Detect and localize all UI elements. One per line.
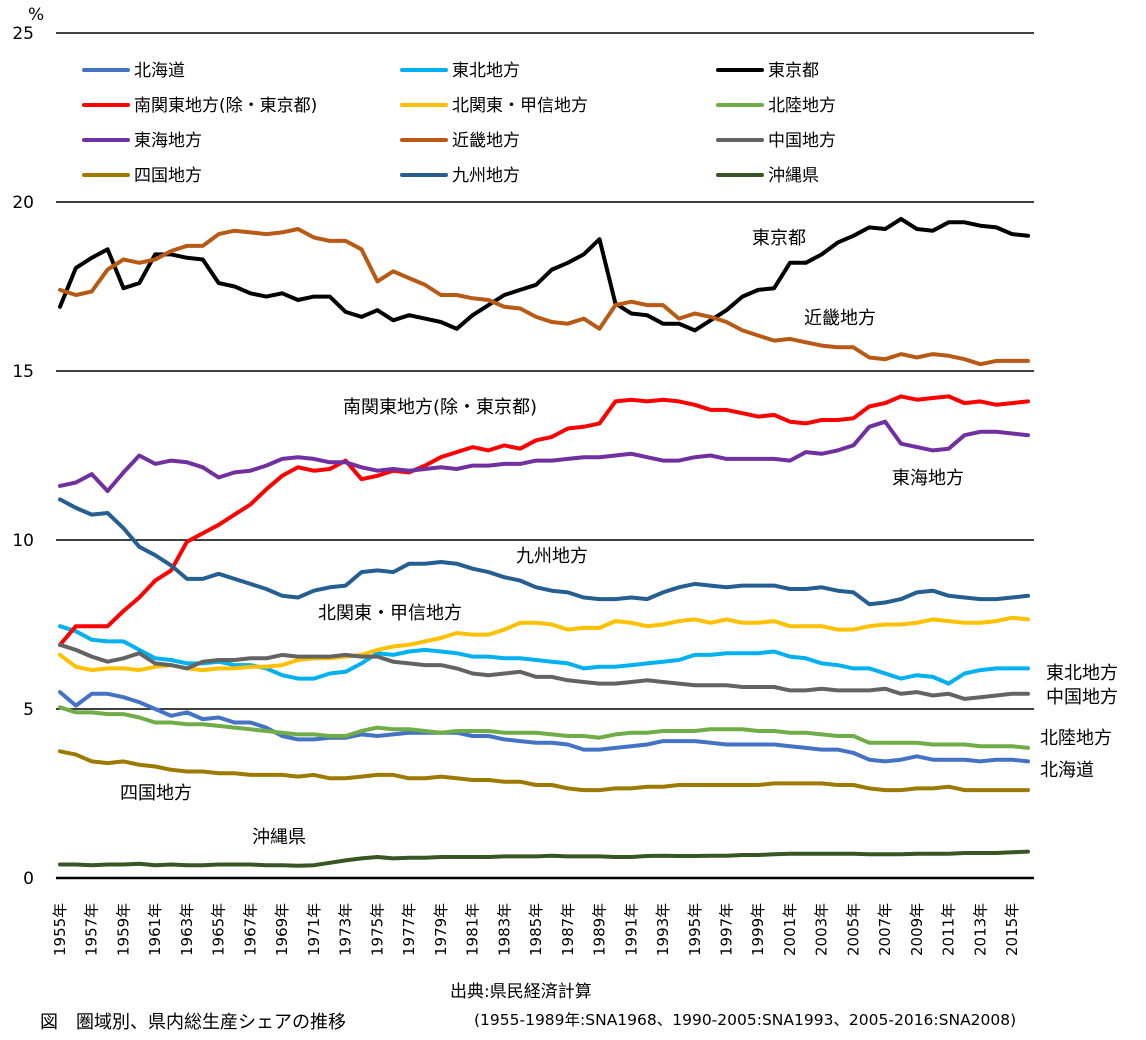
x-tick-label: 2013年 (971, 903, 989, 956)
y-tick-label: 0 (23, 869, 34, 889)
x-tick-label: 1959年 (114, 903, 132, 956)
x-tick-label: 1983年 (495, 903, 513, 956)
x-tick-label: 2007年 (876, 903, 894, 956)
x-tick-label: 1997年 (717, 903, 735, 956)
x-tick-label: 1999年 (749, 903, 767, 956)
series-annotation: 近畿地方 (804, 308, 876, 329)
series-line (58, 705, 1030, 750)
x-tick-label: 2003年 (813, 903, 831, 956)
x-tick-label: 1961年 (146, 903, 164, 956)
legend-label: 北陸地方 (768, 96, 836, 116)
series-annotation: 東北地方 (1046, 663, 1118, 684)
legend-label: 九州地方 (452, 166, 520, 186)
y-tick-label: 20 (12, 193, 34, 213)
x-tick-label: 2005年 (844, 903, 862, 956)
y-axis-unit: % (28, 5, 44, 25)
series-line (58, 216, 1030, 333)
series-line (58, 615, 1030, 673)
series-annotation: 北海道 (1040, 760, 1094, 781)
legend-label: 南関東地方(除・東京都) (134, 96, 317, 116)
series-line (58, 624, 1030, 686)
series-annotation: 四国地方 (120, 783, 192, 804)
x-tick-label: 1979年 (432, 903, 450, 956)
x-tick-label: 1993年 (654, 903, 672, 956)
x-tick-label: 2015年 (1003, 903, 1021, 956)
series-line (58, 849, 1030, 868)
x-tick-label: 1995年 (686, 903, 704, 956)
x-tick-label: 2001年 (781, 903, 799, 956)
series-line (58, 690, 1030, 764)
x-tick-label: 1969年 (273, 903, 291, 956)
x-axis-ticks: 1955年 1957年 1959年 1961年 1963年 1965年 1967年 1969年… (51, 903, 1021, 956)
x-tick-label: 1973年 (337, 903, 355, 956)
legend-label: 東京都 (768, 61, 819, 81)
x-tick-label: 1967年 (241, 903, 259, 956)
legend-label: 北関東・甲信地方 (452, 96, 588, 116)
series-line (58, 749, 1030, 793)
x-tick-label: 1987年 (559, 903, 577, 956)
x-tick-label: 2009年 (908, 903, 926, 956)
series-annotation: 東京都 (752, 228, 806, 249)
source-label: 出典:県民経済計算 (450, 982, 592, 1002)
series-annotation: 北関東・甲信地方 (318, 603, 462, 624)
series-line (58, 642, 1030, 701)
series-line (58, 227, 1030, 367)
y-axis-ticks: 0 5 10 15 20 25 (12, 24, 34, 889)
x-tick-label: 1989年 (591, 903, 609, 956)
legend-label: 中国地方 (768, 131, 836, 151)
series-line (58, 394, 1030, 647)
x-tick-label: 1985年 (527, 903, 545, 956)
legend-label: 東北地方 (452, 61, 520, 81)
legend-label: 四国地方 (134, 166, 202, 186)
x-tick-label: 1965年 (210, 903, 228, 956)
y-tick-label: 10 (12, 531, 34, 551)
series-annotation: 南関東地方(除・東京都) (343, 397, 537, 418)
x-tick-label: 1957年 (83, 903, 101, 956)
source-note: (1955-1989年:SNA1968、1990-2005:SNA1993、20… (474, 1011, 1017, 1029)
x-tick-label: 1981年 (464, 903, 482, 956)
series-annotation: 東海地方 (892, 468, 964, 489)
series-annotation: 中国地方 (1046, 687, 1118, 708)
series-line (58, 419, 1030, 493)
legend-label: 近畿地方 (452, 131, 520, 151)
legend-label: 東海地方 (134, 131, 202, 151)
y-tick-label: 15 (12, 362, 34, 382)
series-line (58, 497, 1030, 607)
x-tick-label: 1975年 (368, 903, 386, 956)
x-tick-label: 1971年 (305, 903, 323, 956)
legend-label: 北海道 (134, 61, 185, 81)
x-tick-label: 1963年 (178, 903, 196, 956)
series-annotation: 沖縄県 (252, 827, 306, 848)
figure-caption: 図 圏域別、県内総生産シェアの推移 (40, 1012, 346, 1033)
y-tick-label: 25 (12, 24, 34, 44)
x-tick-label: 1955年 (51, 903, 69, 956)
x-tick-label: 1977年 (400, 903, 418, 956)
legend-label: 沖縄県 (768, 166, 819, 186)
x-tick-label: 1991年 (622, 903, 640, 956)
y-tick-label: 5 (23, 700, 34, 720)
gridlines (56, 32, 1034, 880)
x-tick-label: 2011年 (940, 903, 958, 956)
series-annotation: 北陸地方 (1040, 728, 1112, 749)
series-annotation: 九州地方 (516, 546, 588, 567)
series-lines (58, 216, 1030, 868)
